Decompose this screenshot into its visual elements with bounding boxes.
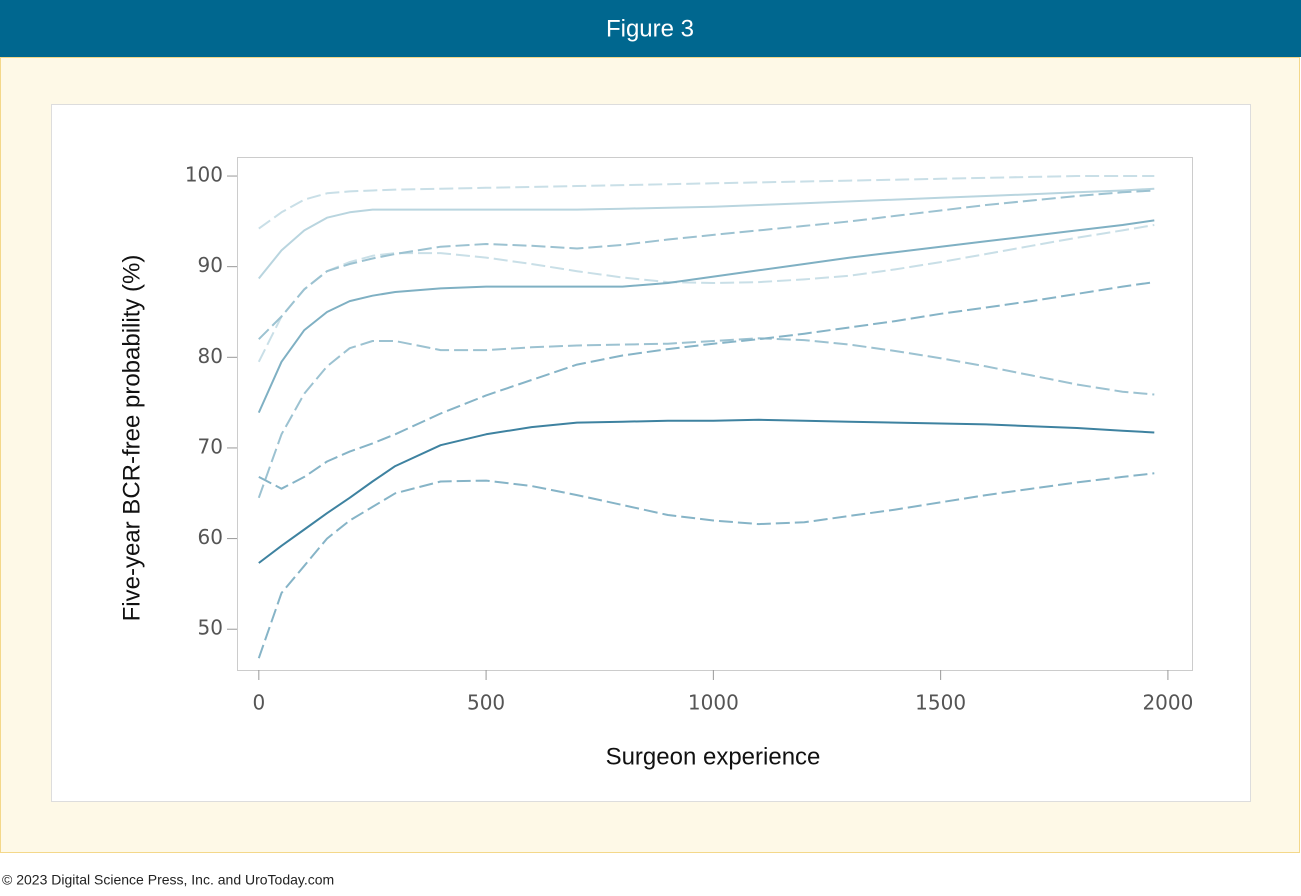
ci-line — [258, 175, 1155, 230]
y-tick-label: 70 — [198, 434, 223, 458]
chart-title: Figure 3 — [606, 15, 694, 42]
y-tick-label: 80 — [198, 344, 223, 368]
x-tick-label: 1000 — [688, 691, 739, 715]
x-tick-label: 1500 — [915, 691, 966, 715]
line — [257, 219, 1155, 414]
header-bar — [0, 0, 1301, 57]
y-tick-label: 60 — [198, 525, 223, 549]
ci-line — [257, 337, 1155, 499]
y-tick-label: 100 — [185, 163, 223, 187]
ci-line — [258, 189, 1155, 340]
y-tick-label: 50 — [198, 616, 223, 640]
plot-area — [237, 157, 1193, 671]
x-tick-label: 0 — [252, 691, 265, 715]
panel — [51, 104, 1251, 802]
line — [258, 187, 1155, 280]
footer: © 2023 Digital Science Press, Inc. and U… — [2, 872, 334, 888]
line — [258, 418, 1155, 564]
x-tick-label: 2000 — [1142, 691, 1193, 715]
y-tick-label: 90 — [198, 253, 223, 277]
ci-line — [257, 472, 1155, 659]
ci-line — [258, 281, 1155, 490]
x-tick-label: 500 — [467, 691, 505, 715]
ci-line — [257, 224, 1155, 363]
x-axis-label: Surgeon experience — [606, 743, 821, 770]
y-axis-label: Five-year BCR-free probability (%) — [118, 255, 145, 622]
